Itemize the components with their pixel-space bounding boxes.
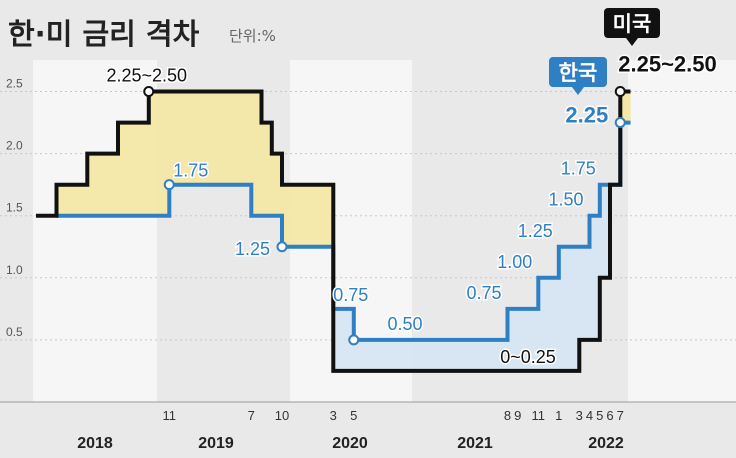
callout-pointer bbox=[572, 87, 584, 95]
x-month-label: 8 bbox=[504, 408, 511, 423]
year-band bbox=[33, 60, 157, 402]
year-bands bbox=[33, 60, 736, 402]
x-year-label: 2021 bbox=[457, 435, 493, 452]
data-label: 1.50 bbox=[548, 190, 583, 210]
x-month-label: 1 bbox=[555, 408, 562, 423]
data-labels: 2.25~2.50 1.75 1.25 0.75 0.50 0.75 1.00 1.25 1.5… bbox=[105, 50, 718, 368]
data-label: 2.25 bbox=[565, 103, 608, 128]
unit-label: 단위:% bbox=[229, 27, 276, 45]
data-label: 1.75 bbox=[173, 161, 208, 181]
data-point-marker bbox=[163, 179, 175, 191]
data-label: 1.00 bbox=[497, 252, 532, 272]
x-year-label: 2022 bbox=[588, 435, 624, 452]
data-label: 0.50 bbox=[387, 314, 422, 334]
data-point-marker bbox=[348, 334, 360, 346]
data-label: 0~0.25 bbox=[500, 347, 556, 367]
callout-pointer bbox=[626, 38, 638, 46]
x-month-label: 3 bbox=[576, 408, 583, 423]
gap-fill-kr-higher bbox=[333, 91, 621, 371]
data-label: 0.75 bbox=[466, 283, 501, 303]
data-label: 1.25 bbox=[518, 221, 553, 241]
x-month-label: 4 bbox=[586, 408, 593, 423]
x-month-label: 7 bbox=[617, 408, 624, 423]
year-band bbox=[628, 60, 736, 402]
data-point-marker bbox=[143, 86, 155, 97]
x-year-label: 2019 bbox=[198, 435, 234, 452]
data-label: 1.25 bbox=[235, 239, 270, 259]
data-point-marker bbox=[614, 117, 626, 129]
chart-title: 한·미 금리 격차 bbox=[8, 17, 200, 51]
x-month-label: 6 bbox=[606, 408, 613, 423]
x-month-label: 10 bbox=[275, 408, 289, 423]
data-label: 2.25~2.50 bbox=[618, 52, 716, 77]
x-month-label: 9 bbox=[514, 408, 521, 423]
x-year-label: 2018 bbox=[77, 435, 113, 452]
y-tick-label: 0.5 bbox=[6, 325, 23, 339]
x-month-label: 5 bbox=[596, 408, 603, 423]
x-month-label: 7 bbox=[248, 408, 255, 423]
y-tick-label: 2.0 bbox=[6, 139, 23, 153]
y-tick-label: 1.0 bbox=[6, 263, 23, 277]
callout-label: 한국 bbox=[559, 61, 598, 85]
x-month-label: 11 bbox=[532, 408, 546, 423]
y-tick-label: 1.5 bbox=[6, 201, 23, 215]
gap-fill-us-higher-2022 bbox=[620, 91, 631, 185]
x-month-label: 11 bbox=[163, 408, 177, 423]
gap-fill bbox=[36, 91, 631, 371]
series-lines bbox=[36, 86, 631, 373]
y-tick-label: 2.5 bbox=[6, 77, 23, 91]
data-label: 2.25~2.50 bbox=[106, 66, 187, 86]
data-point-marker bbox=[276, 241, 288, 253]
data-label: 1.75 bbox=[561, 159, 596, 179]
data-label: 0.75 bbox=[333, 285, 368, 305]
y-tick-labels: 0.5 1.0 1.5 2.0 2.5 bbox=[6, 77, 23, 339]
callout-label: 미국 bbox=[613, 12, 652, 36]
series-line-us bbox=[36, 89, 631, 373]
series-line-korea bbox=[56, 120, 631, 342]
x-month-label: 5 bbox=[350, 408, 357, 423]
x-month-label: 3 bbox=[330, 408, 337, 423]
x-year-label: 2020 bbox=[332, 435, 368, 452]
data-point-marker bbox=[614, 86, 626, 97]
callout-box bbox=[604, 8, 660, 38]
gap-fill-us-higher bbox=[36, 91, 334, 371]
callout-box bbox=[549, 57, 607, 87]
